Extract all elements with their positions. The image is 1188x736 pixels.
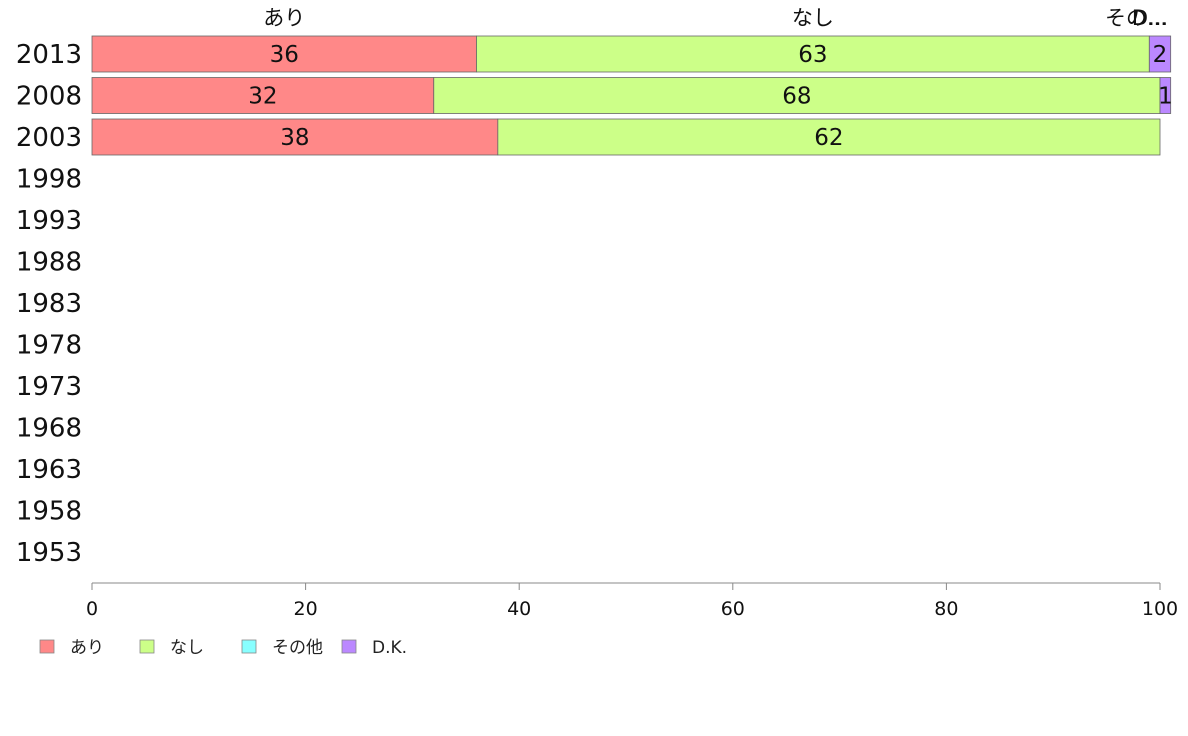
legend-swatch-0 [39, 639, 55, 654]
y-tick-label-1978: 1978 [16, 331, 82, 361]
bar-2008-series-0 [91, 77, 435, 114]
legend-swatch-2 [241, 639, 257, 654]
y-tick-label-1993: 1993 [16, 206, 82, 236]
top-series-label-1: なし [792, 6, 834, 30]
data-label-2003-series-1: 62 [814, 125, 843, 151]
legend-label-0: あり [70, 638, 104, 658]
top-series-label-0: あり [263, 6, 305, 30]
y-tick-label-1953: 1953 [16, 538, 82, 568]
y-tick-label-1998: 1998 [16, 165, 82, 195]
bar-2003-series-1 [497, 118, 1161, 156]
x-tick-label-100: 100 [1142, 598, 1178, 620]
top-series-label-3: D... [1132, 6, 1168, 30]
data-label-2008-series-0: 32 [248, 84, 277, 110]
x-tick-label-60: 60 [721, 598, 745, 620]
bar-2003-series-0 [91, 118, 499, 156]
bar-2008-series-1 [433, 77, 1161, 114]
data-label-2003-series-0: 38 [280, 125, 309, 151]
y-tick-label-2003: 2003 [16, 123, 82, 153]
bar-2008-series-3 [1159, 77, 1172, 114]
y-tick-label-1973: 1973 [16, 372, 82, 402]
legend-label-1: なし [170, 638, 204, 658]
y-tick-label-1958: 1958 [16, 497, 82, 527]
data-label-2008-series-3: 1 [1158, 84, 1173, 110]
y-tick-label-1988: 1988 [16, 248, 82, 278]
top-series-label-2: その... [1105, 6, 1167, 30]
data-label-2013-series-0: 36 [270, 42, 299, 68]
y-tick-label-1963: 1963 [16, 455, 82, 485]
legend-swatch-3 [341, 639, 357, 654]
legend-label-2: その他 [272, 638, 323, 658]
legend-swatch-1 [139, 639, 155, 654]
legend-label-3: D.K. [372, 638, 407, 658]
y-tick-label-1968: 1968 [16, 414, 82, 444]
y-tick-label-2008: 2008 [16, 82, 82, 112]
x-tick-label-20: 20 [294, 598, 318, 620]
bar-2013-series-1 [476, 35, 1150, 73]
data-label-2013-series-1: 63 [798, 42, 827, 68]
bar-2013-series-3 [1148, 35, 1172, 73]
data-label-2008-series-1: 68 [782, 84, 811, 110]
y-tick-label-1983: 1983 [16, 289, 82, 319]
data-label-2013-series-3: 2 [1153, 42, 1168, 68]
x-tick-label-0: 0 [86, 598, 98, 620]
x-tick-label-80: 80 [934, 598, 958, 620]
bar-2013-series-0 [91, 35, 477, 73]
x-tick-label-40: 40 [507, 598, 531, 620]
y-tick-label-2013: 2013 [16, 40, 82, 70]
